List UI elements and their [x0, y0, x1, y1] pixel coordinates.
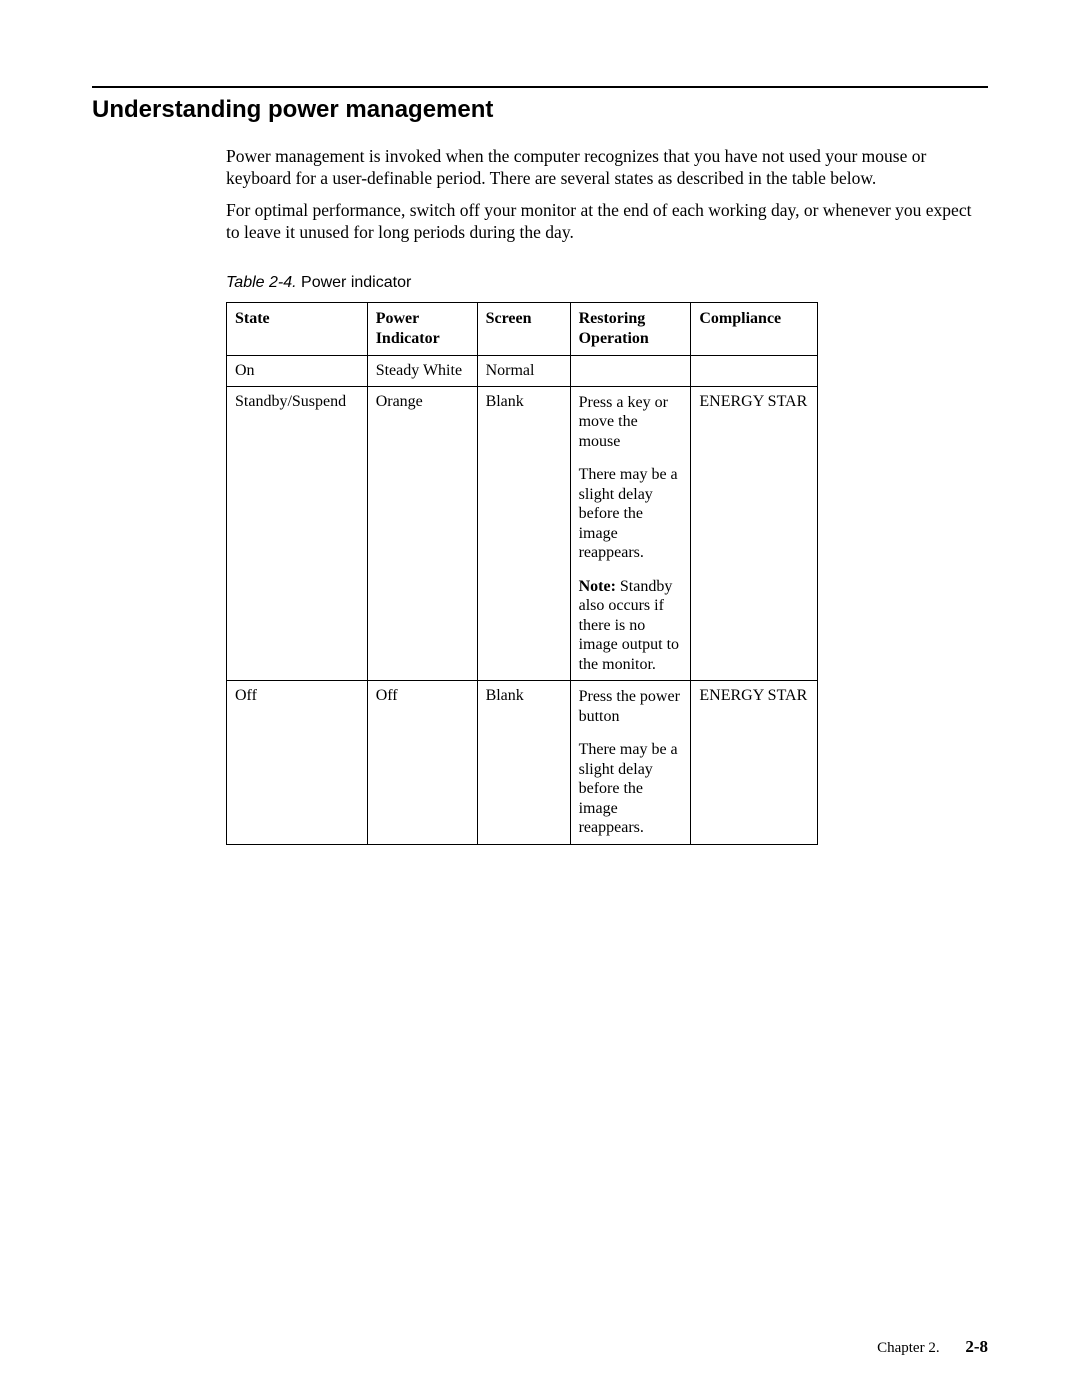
cell-compliance — [691, 355, 818, 386]
body-text: Power management is invoked when the com… — [226, 146, 988, 244]
cell-state: On — [227, 355, 368, 386]
cell-power-indicator: Steady White — [367, 355, 477, 386]
paragraph: For optimal performance, switch off your… — [226, 200, 988, 244]
cell-power-indicator: Orange — [367, 386, 477, 681]
cell-state: Standby/Suspend — [227, 386, 368, 681]
col-header-restoring-line1: Restoring — [579, 310, 646, 327]
table-row: Standby/SuspendOrangeBlankPress a key or… — [227, 386, 818, 681]
restoring-text: Press a key or move the mouse — [579, 393, 683, 452]
cell-compliance: ENERGY STAR — [691, 386, 818, 681]
col-header-screen: Screen — [477, 302, 570, 355]
cell-compliance: ENERGY STAR — [691, 681, 818, 845]
cell-restoring: Press a key or move the mouse There may b… — [570, 386, 691, 681]
col-header-power-indicator: Power Indicator — [367, 302, 477, 355]
page-footer: Chapter 2. 2-8 — [877, 1337, 988, 1357]
col-header-restoring-line2: Operation — [579, 330, 649, 347]
cell-state: Off — [227, 681, 368, 845]
col-header-restoring: Restoring Operation — [570, 302, 691, 355]
table-caption-text: Power indicator — [297, 274, 412, 291]
section-rule — [92, 86, 988, 88]
restoring-text: There may be a slight delay before the i… — [579, 740, 683, 838]
restoring-text: There may be a slight delay before the i… — [579, 465, 683, 563]
col-header-state: State — [227, 302, 368, 355]
restoring-text: Press the power button — [579, 687, 683, 726]
table-header-row: State Power Indicator Screen Restoring O… — [227, 302, 818, 355]
cell-power-indicator: Off — [367, 681, 477, 845]
table-row: OnSteady WhiteNormal — [227, 355, 818, 386]
restoring-text: Note: Standby also occurs if there is no… — [579, 577, 683, 675]
paragraph: Power management is invoked when the com… — [226, 146, 988, 190]
table-caption: Table 2-4. Power indicator — [226, 274, 988, 292]
cell-screen: Blank — [477, 681, 570, 845]
power-indicator-table: State Power Indicator Screen Restoring O… — [226, 302, 818, 845]
cell-restoring: Press the power button There may be a sli… — [570, 681, 691, 845]
footer-chapter: Chapter 2. — [877, 1340, 939, 1356]
cell-restoring — [570, 355, 691, 386]
cell-screen: Blank — [477, 386, 570, 681]
note-label: Note: — [579, 578, 616, 595]
table-caption-label: Table 2-4. — [226, 274, 297, 291]
cell-screen: Normal — [477, 355, 570, 386]
table-body: OnSteady WhiteNormalStandby/SuspendOrang… — [227, 355, 818, 844]
table-row: OffOffBlankPress the power buttonThere m… — [227, 681, 818, 845]
footer-page-number: 2-8 — [965, 1337, 988, 1356]
section-title: Understanding power management — [92, 96, 988, 124]
col-header-compliance: Compliance — [691, 302, 818, 355]
page: Understanding power management Power man… — [0, 0, 1080, 1397]
